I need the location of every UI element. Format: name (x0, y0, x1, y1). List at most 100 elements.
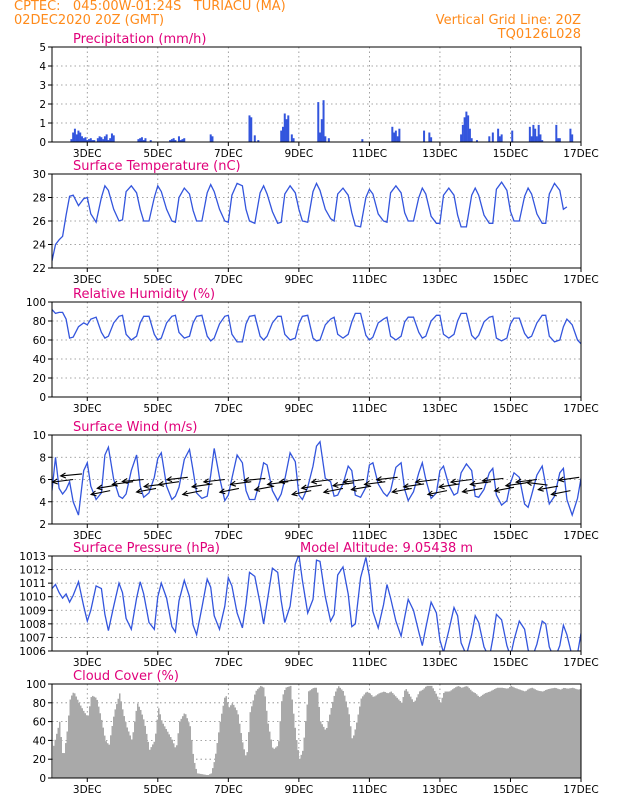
pressure-xtick-label: 13DEC (422, 657, 457, 669)
cloud-bar (549, 688, 551, 778)
cloud-bar (105, 741, 107, 778)
cloud-bar (336, 688, 338, 778)
wind-arrow (202, 478, 225, 485)
pressure-note: Model Altitude: 9.05438 m (300, 541, 473, 556)
cloud-bar (213, 762, 215, 778)
cloud-bar (158, 708, 160, 778)
cloud-bar (170, 737, 172, 778)
precip-bar (149, 140, 152, 142)
cloud-bar (440, 702, 442, 778)
cloud-bar (561, 688, 563, 778)
cloud-bar (123, 716, 125, 778)
pressure-xtick-label: 5DEC (143, 657, 172, 669)
cloud-bar (270, 739, 272, 778)
cloud-bar (462, 687, 464, 778)
cloud-bar (260, 685, 262, 778)
wind-arrow (190, 483, 213, 490)
cloud-bar (227, 702, 229, 778)
wind-arrow (157, 480, 180, 487)
precip-bar (317, 102, 320, 142)
cloud-bar (467, 686, 469, 778)
precip-bar (77, 130, 80, 142)
cloud-bar (243, 749, 245, 778)
wind-arrow (525, 480, 548, 486)
precip-bar (555, 124, 558, 142)
cloud-bar (576, 689, 578, 778)
precip-bar (280, 130, 283, 142)
precip-bar (103, 136, 106, 142)
cloud-bar (437, 696, 439, 778)
cloud-bar (221, 713, 223, 778)
cloud-bar (413, 701, 415, 778)
cloud-bar (377, 694, 379, 778)
precip-ytick-label: 0 (39, 137, 46, 149)
cloud-bar (321, 724, 323, 778)
precip-xtick-label: 5DEC (143, 148, 172, 160)
cloud-bar (365, 692, 367, 778)
cloud-bar (572, 687, 574, 778)
cloud-bar (233, 704, 235, 778)
cloud-bar (255, 690, 257, 778)
cloud-bar (291, 699, 293, 778)
cloud-bar (351, 738, 353, 778)
wind-ytick-label: 8 (39, 452, 46, 464)
pressure-xtick-label: 15DEC (493, 657, 528, 669)
cloud-bar (164, 726, 166, 778)
cloud-bar (263, 687, 265, 778)
cloud-bar (384, 692, 386, 778)
cloud-bar (203, 774, 205, 778)
cloud-bar (353, 735, 355, 778)
cloud-bar (300, 754, 302, 778)
wind-arrow (310, 478, 333, 485)
wind-arrow (278, 478, 301, 485)
precip-bar (98, 136, 101, 142)
cloud-bar (254, 694, 256, 778)
precip-bar (428, 132, 431, 142)
wind-arrow (96, 484, 118, 491)
cloud-bar (200, 773, 202, 778)
pressure-ytick-label: 1010 (19, 592, 46, 604)
precip-xtick-label: 3DEC (73, 148, 102, 160)
cloud-bar (290, 685, 292, 778)
cloud-bar (144, 725, 146, 778)
cloud-bar (162, 723, 164, 778)
cloud-bar (329, 714, 331, 778)
cloud-bar (492, 689, 494, 778)
cloud-bar (204, 774, 206, 778)
cloud-bar (417, 694, 419, 778)
cloud-bar (173, 743, 175, 778)
pressure-ytick-label: 1007 (19, 632, 46, 644)
cloud-bar (530, 688, 532, 778)
wind-title: Surface Wind (m/s) (73, 420, 197, 435)
cloud-bar (447, 691, 449, 778)
wind-arrow (135, 487, 157, 495)
cloud-bar (458, 686, 460, 778)
precip-bar (537, 124, 540, 142)
wind-arrow (449, 478, 472, 485)
cloud-bar (450, 690, 452, 778)
cloud-bar (186, 718, 188, 778)
cloud-bar (540, 691, 542, 778)
rh-xtick-label: 13DEC (422, 403, 457, 415)
cloud-bar (423, 688, 425, 778)
temp-xtick-label: 13DEC (422, 274, 457, 286)
rh-xtick-label: 3DEC (73, 403, 102, 415)
rh-ytick-label: 100 (26, 297, 46, 309)
cloud-bar (471, 691, 473, 778)
cloud-bar (326, 727, 328, 778)
cloud-bar (71, 695, 73, 778)
cloud-bar (68, 715, 70, 778)
cloud-bar (98, 706, 100, 778)
cloud-bar (527, 689, 529, 778)
cloud-bar (308, 691, 310, 778)
precip-bar (290, 134, 293, 142)
pressure-frame (51, 555, 582, 652)
wind-arrow (375, 476, 398, 483)
cloud-bar (65, 743, 67, 778)
cloud-bar (179, 721, 181, 778)
cloud-bar (338, 686, 340, 778)
cloud-bar (69, 699, 71, 778)
cloud-bar (366, 691, 368, 778)
cloud-bar (192, 753, 194, 778)
cloud-bar (575, 688, 577, 778)
